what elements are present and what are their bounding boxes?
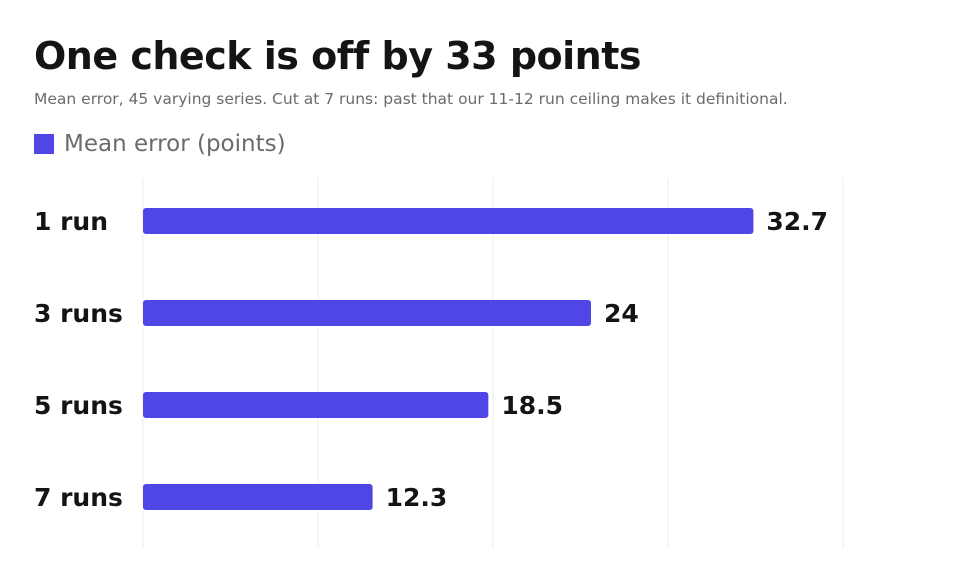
bar xyxy=(143,208,754,234)
value-labels: 32.7 24 18.5 12.3 xyxy=(386,207,828,512)
bar xyxy=(143,392,489,418)
category-label: 5 runs xyxy=(34,391,123,420)
bar xyxy=(143,300,591,326)
bars xyxy=(143,208,754,510)
bar xyxy=(143,484,373,510)
legend: Mean error (points) xyxy=(34,129,286,159)
data-label: 24 xyxy=(604,299,639,328)
data-label: 32.7 xyxy=(766,207,828,236)
category-label: 3 runs xyxy=(34,299,123,328)
category-label: 1 run xyxy=(34,207,108,236)
category-label: 7 runs xyxy=(34,483,123,512)
legend-swatch xyxy=(34,134,54,154)
data-label: 12.3 xyxy=(386,483,448,512)
data-label: 18.5 xyxy=(501,391,563,420)
chart-subtitle: Mean error, 45 varying series. Cut at 7 … xyxy=(34,90,788,108)
legend-label: Mean error (points) xyxy=(64,131,286,157)
chart-title: One check is off by 33 points xyxy=(34,34,642,78)
category-labels: 1 run 3 runs 5 runs 7 runs xyxy=(34,207,123,512)
